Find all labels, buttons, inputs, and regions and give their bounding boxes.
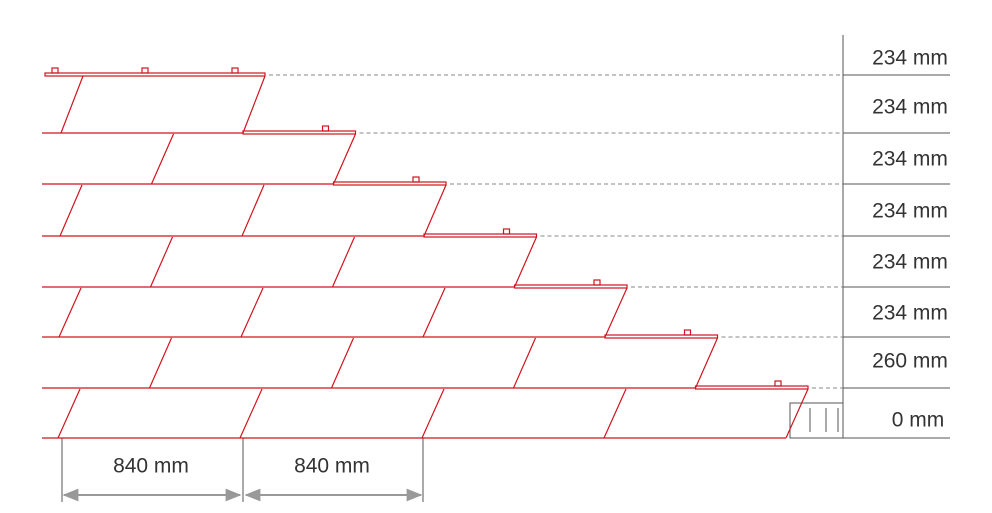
spacing-label: 234 mm [872,302,948,325]
shingle-edge [332,133,357,185]
shingle-edge [150,133,175,185]
spacing-label: 234 mm [872,47,948,70]
clip [683,329,692,336]
shingle-edge [421,388,445,439]
clip [774,380,782,387]
shingle-strip [44,72,266,77]
shingle-edge [59,184,83,237]
spacing-label: 234 mm [872,251,948,274]
shingle-strip [694,385,809,390]
shingle-edge [512,337,537,389]
shingle-strip [423,233,538,238]
shingle-edge [330,337,355,389]
clip [51,67,59,74]
clip [321,125,330,132]
shingle-edge [785,388,809,439]
shingle-edge [331,236,356,288]
shingle-edge [423,184,447,237]
shingle-edge [242,75,266,134]
clip [502,228,511,235]
clip [412,176,420,183]
width-label: 840 mm [294,455,370,478]
spacing-label: 234 mm [872,148,948,171]
width-label: 840 mm [113,455,189,478]
shingle-strip [242,130,357,135]
end-box [789,402,844,439]
shingle-edge [148,337,173,389]
shingle-strip [332,181,447,186]
shingle-edge [58,287,82,338]
shingle-edge [239,388,263,439]
spacing-label: 0 mm [892,409,945,432]
spacing-label: 260 mm [872,350,948,373]
shingle-edge [513,236,538,288]
shingle-edge [241,184,265,237]
shingle-edge [604,287,628,338]
shingle-edge [603,388,627,439]
shingle-edge [57,388,81,439]
clip [141,67,149,74]
shingle-strip [604,334,719,339]
shingle-edge [149,236,174,288]
shingle-strip [513,284,628,289]
spacing-label: 234 mm [872,200,948,223]
shingle-edge [240,287,264,338]
shingle-edge [694,337,719,389]
spacing-label: 234 mm [872,96,948,119]
shingle-edge [422,287,446,338]
clip [593,279,601,286]
clip [231,67,239,74]
shingle-edge [60,75,84,134]
